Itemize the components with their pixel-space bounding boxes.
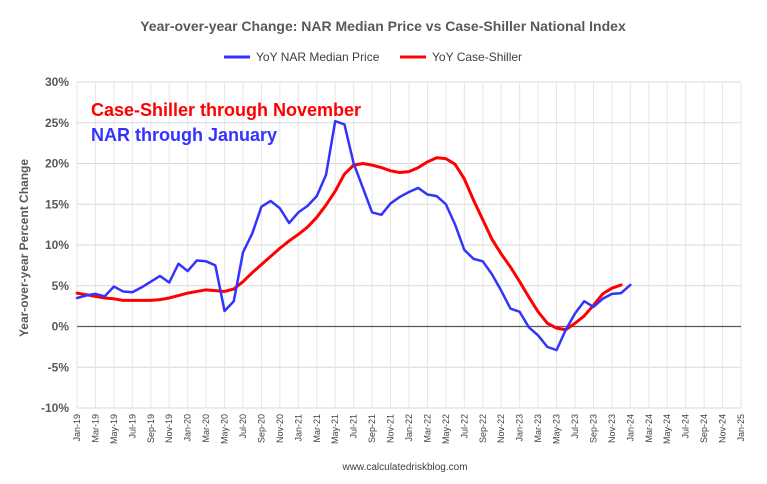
legend-label-case-shiller: YoY Case-Shiller [432,50,522,64]
x-tick-label: Jan-19 [72,414,82,442]
x-tick-label: Mar-22 [422,414,432,443]
x-tick-label: Jul-24 [681,414,691,439]
y-tick-labels: 30% 25% 20% 15% 10% 5% 0% -5% -10% [41,75,69,415]
x-tick-label: Mar-23 [533,414,543,443]
y-tick-label: 25% [45,116,69,130]
x-tick-label: Jul-22 [459,414,469,439]
y-tick-label: 15% [45,197,69,211]
y-tick-label: 20% [45,157,69,171]
x-tick-label: Jan-21 [293,414,303,442]
x-tick-label: Jan-22 [404,414,414,442]
x-tick-labels: Jan-19 Mar-19 May-19 Jul-19 Sep-19 Nov-19 Jan-… [72,414,746,444]
y-tick-label: 5% [52,279,70,293]
x-tick-label: Sep-21 [367,414,377,443]
x-tick-label: Jul-19 [127,414,137,439]
x-tick-label: Jul-23 [570,414,580,439]
x-tick-label: May-21 [330,414,340,444]
y-tick-label: 30% [45,75,69,89]
x-tick-label: Sep-24 [699,414,709,443]
series-line-nar [75,119,632,352]
series-lines [75,119,632,352]
x-tick-label: Sep-22 [478,414,488,443]
x-tick-label: Nov-19 [164,414,174,443]
x-tick-label: May-20 [220,414,230,444]
y-tick-label: -10% [41,401,69,415]
x-tick-label: Sep-19 [146,414,156,443]
y-tick-label: 0% [52,320,70,334]
x-tick-label: Nov-23 [607,414,617,443]
y-axis-label: Year-over-year Percent Change [17,159,31,337]
x-tick-label: Mar-24 [644,414,654,443]
x-tick-label: Jan-24 [625,414,635,442]
series-line-case-shiller [75,156,623,332]
source-credit: www.calculatedriskblog.com [341,462,467,473]
x-tick-label: Jan-25 [736,414,746,442]
legend: YoY NAR Median Price YoY Case-Shiller [224,50,522,64]
x-gridlines [76,82,742,408]
x-tick-label: Jan-20 [183,414,193,442]
y-tick-label: 10% [45,238,69,252]
x-tick-label: Nov-24 [718,414,728,443]
x-tick-label: May-19 [109,414,119,444]
x-tick-label: May-24 [662,414,672,444]
legend-label-nar: YoY NAR Median Price [256,50,380,64]
x-tick-label: Mar-19 [90,414,100,443]
x-tick-label: Sep-20 [256,414,266,443]
annotation-case-shiller: Case-Shiller through November [91,100,361,120]
x-tick-label: May-23 [552,414,562,444]
x-tick-label: Mar-21 [312,414,322,443]
x-tick-label: Jul-21 [349,414,359,439]
x-tick-label: Nov-21 [386,414,396,443]
x-tick-label: Jul-20 [238,414,248,439]
chart-title: Year-over-year Change: NAR Median Price … [140,18,626,34]
x-tick-label: May-22 [441,414,451,444]
x-tick-label: Jan-23 [515,414,525,442]
x-tick-label: Sep-23 [588,414,598,443]
y-tick-label: -5% [48,360,70,374]
x-tick-label: Nov-20 [275,414,285,443]
x-tick-label: Nov-22 [496,414,506,443]
x-tick-label: Mar-20 [201,414,211,443]
annotation-nar: NAR through January [91,125,277,145]
